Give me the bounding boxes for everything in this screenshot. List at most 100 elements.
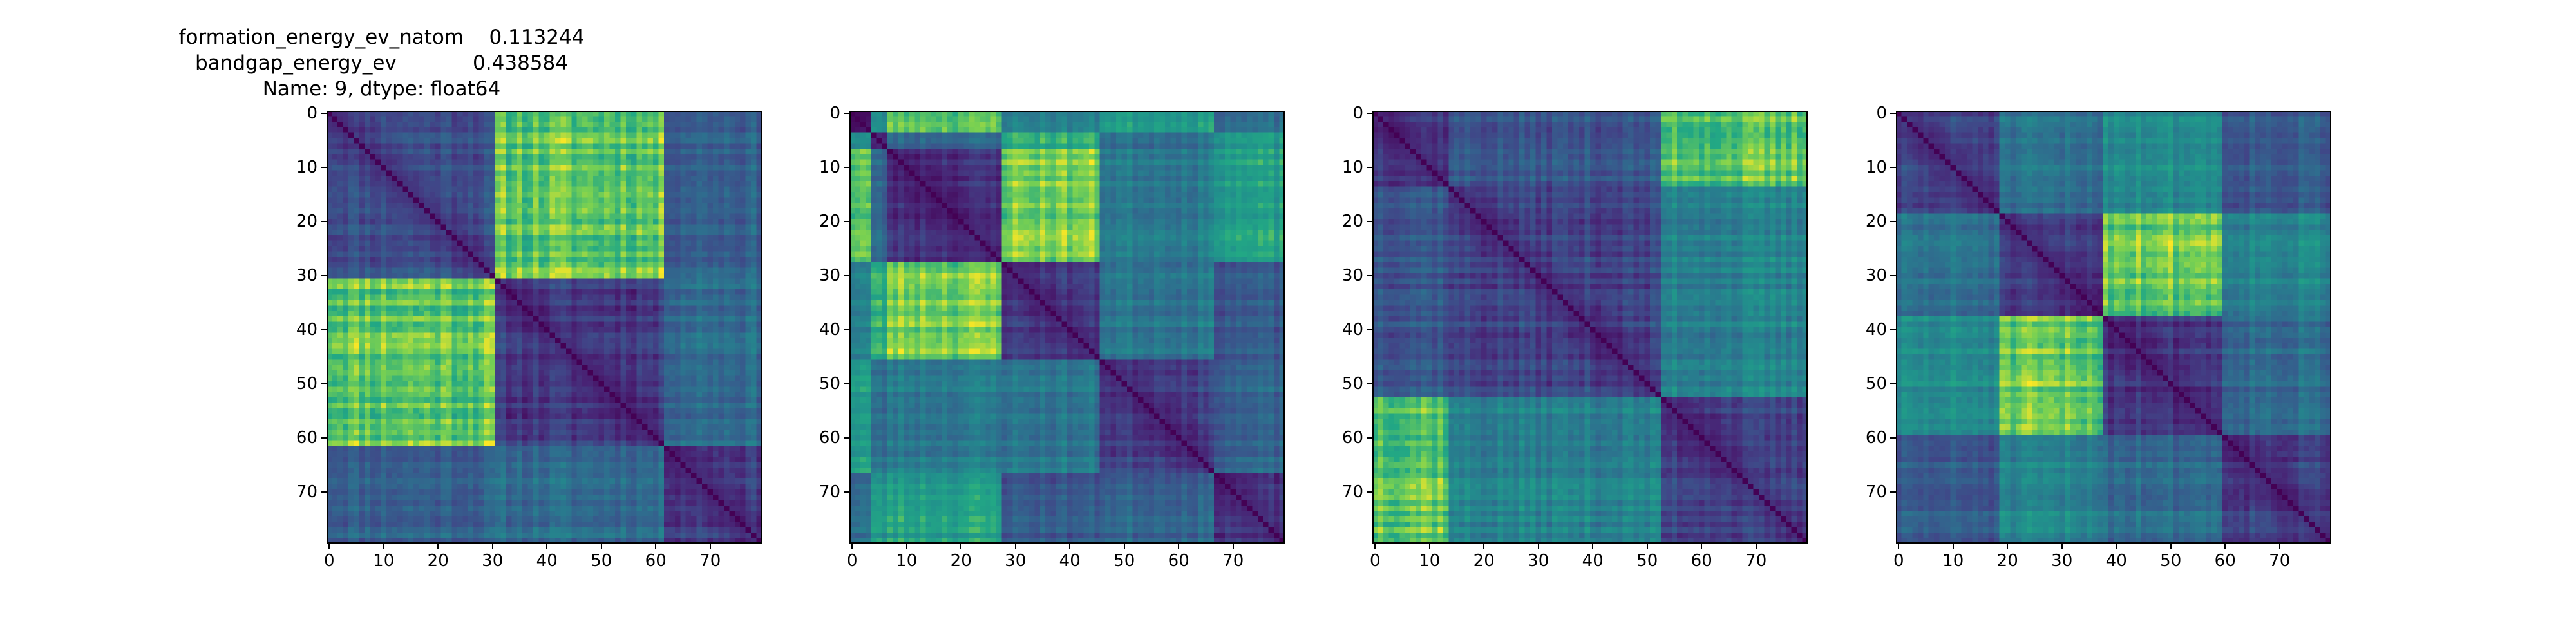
x-tick-label: 40	[1582, 551, 1604, 571]
x-tick-mark	[1428, 544, 1430, 549]
y-tick-mark	[321, 275, 327, 277]
x-tick-label: 70	[699, 551, 721, 571]
y-tick-mark	[1890, 113, 1896, 115]
x-tick-mark	[437, 544, 439, 549]
y-tick-label: 30	[819, 266, 840, 286]
y-tick-label: 10	[1341, 158, 1363, 178]
x-tick-label: 30	[2051, 551, 2073, 571]
x-tick-mark	[1952, 544, 1954, 549]
y-tick-mark	[1890, 167, 1896, 169]
y-tick-mark	[844, 275, 849, 277]
x-tick-label: 70	[2269, 551, 2291, 571]
x-tick-mark	[600, 544, 602, 549]
heatmap-cells	[1896, 111, 2331, 544]
x-tick-mark	[1755, 544, 1757, 549]
y-tick-label: 0	[1352, 104, 1363, 124]
title-line-2: bandgap_energy_ev 0.438584	[195, 52, 568, 75]
x-tick-mark	[1646, 544, 1648, 549]
x-tick-label: 0	[1893, 551, 1904, 571]
x-tick-mark	[1701, 544, 1703, 549]
y-tick-mark	[844, 329, 849, 331]
y-tick-mark	[321, 167, 327, 169]
x-tick-label: 60	[1690, 551, 1712, 571]
x-tick-mark	[1374, 544, 1376, 549]
y-tick-mark	[321, 491, 327, 493]
y-tick-mark	[321, 383, 327, 385]
y-tick-label: 50	[1865, 374, 1887, 394]
y-tick-label: 40	[1341, 320, 1363, 340]
x-tick-label: 30	[482, 551, 504, 571]
x-tick-label: 60	[2214, 551, 2236, 571]
x-tick-mark	[1483, 544, 1485, 549]
y-tick-label: 20	[296, 212, 317, 232]
x-tick-label: 50	[591, 551, 612, 571]
heatmap-cells	[1372, 111, 1808, 544]
x-tick-label: 50	[1113, 551, 1135, 571]
y-tick-mark	[1890, 437, 1896, 439]
x-tick-label: 40	[1059, 551, 1081, 571]
heatmap-panel-2: 0 10 20 30 40 50 60 70 0 10 20 30 40 50 60 70	[819, 105, 1285, 569]
heatmap-cells	[849, 111, 1285, 544]
y-tick-label: 20	[1341, 212, 1363, 232]
x-tick-label: 60	[1168, 551, 1189, 571]
y-tick-mark	[1367, 329, 1372, 331]
heatmap-panel-4: 0 10 20 30 40 50 60 70 0 10 20 30 40 50 60 70	[1866, 105, 2331, 569]
x-tick-label: 10	[373, 551, 395, 571]
x-tick-label: 10	[1419, 551, 1441, 571]
y-tick-label: 70	[1865, 482, 1887, 502]
x-tick-mark	[328, 544, 330, 549]
x-tick-mark	[2061, 544, 2063, 549]
y-tick-label: 0	[1876, 104, 1887, 124]
y-tick-label: 70	[296, 482, 317, 502]
x-tick-label: 60	[645, 551, 667, 571]
x-tick-mark	[1232, 544, 1234, 549]
y-tick-mark	[321, 437, 327, 439]
title-line-1: formation_energy_ev_natom 0.113244	[178, 26, 585, 49]
x-tick-mark	[1014, 544, 1016, 549]
y-tick-mark	[1890, 383, 1896, 385]
y-tick-mark	[321, 113, 327, 115]
x-tick-mark	[1123, 544, 1125, 549]
y-tick-label: 30	[1865, 266, 1887, 286]
y-tick-mark	[1367, 221, 1372, 223]
x-tick-mark	[851, 544, 853, 549]
y-tick-mark	[844, 437, 849, 439]
x-tick-mark	[1898, 544, 1900, 549]
y-tick-label: 20	[819, 212, 840, 232]
y-tick-label: 60	[1341, 428, 1363, 448]
x-tick-label: 30	[1005, 551, 1027, 571]
x-tick-label: 20	[1996, 551, 2018, 571]
y-tick-mark	[321, 329, 327, 331]
x-tick-mark	[1178, 544, 1180, 549]
x-tick-label: 50	[1636, 551, 1658, 571]
heatmap-panel-3: 0 10 20 30 40 50 60 70 0 10 20 30 40 50 60 70	[1342, 105, 1808, 569]
x-tick-label: 0	[323, 551, 335, 571]
y-tick-mark	[1367, 113, 1372, 115]
y-tick-label: 50	[296, 374, 317, 394]
x-tick-mark	[1069, 544, 1071, 549]
x-tick-mark	[2116, 544, 2117, 549]
y-tick-mark	[844, 383, 849, 385]
x-tick-mark	[655, 544, 657, 549]
x-tick-label: 0	[1369, 551, 1381, 571]
y-tick-mark	[1890, 221, 1896, 223]
y-tick-mark	[1367, 167, 1372, 169]
y-tick-mark	[1367, 491, 1372, 493]
heatmap-panel-1: 0 10 20 30 40 50 60 70 0 10 20 30 40 50 60 70	[296, 105, 762, 569]
y-tick-mark	[844, 221, 849, 223]
y-tick-label: 0	[307, 104, 317, 124]
x-tick-mark	[2170, 544, 2172, 549]
y-tick-label: 50	[1341, 374, 1363, 394]
y-tick-mark	[1367, 275, 1372, 277]
x-tick-mark	[1592, 544, 1594, 549]
y-tick-label: 40	[1865, 320, 1887, 340]
y-tick-mark	[844, 167, 849, 169]
x-tick-label: 40	[536, 551, 558, 571]
x-tick-mark	[491, 544, 493, 549]
x-tick-mark	[546, 544, 548, 549]
x-tick-label: 50	[2160, 551, 2182, 571]
y-tick-mark	[1367, 383, 1372, 385]
x-tick-label: 70	[1222, 551, 1244, 571]
y-tick-label: 50	[819, 374, 840, 394]
heatmap-cells	[327, 111, 762, 544]
